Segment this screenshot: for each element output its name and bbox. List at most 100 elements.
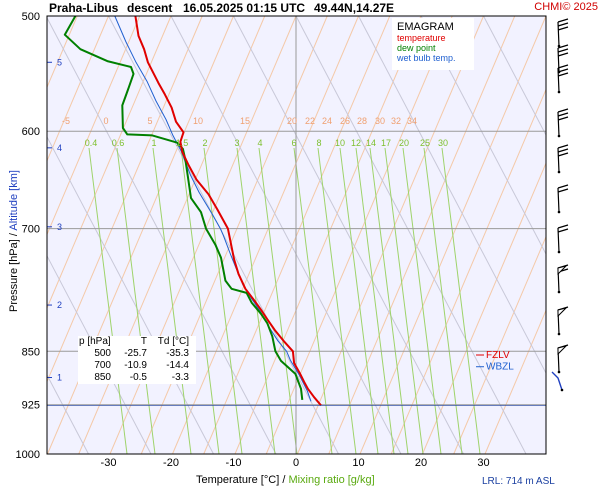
isotherm-line <box>203 15 391 455</box>
table-cell-td: -35.3 <box>166 348 189 359</box>
dry-adiabat-line <box>483 15 547 136</box>
temperature-line <box>134 15 322 407</box>
header-station: Praha-Libus <box>49 1 119 15</box>
header-datetime: 16.05.2025 01:15 UTC <box>183 1 306 15</box>
wind-barb-icon <box>557 184 569 214</box>
mixing-ratio-label: 14 <box>366 138 376 148</box>
dry-adiabat-line <box>46 17 277 455</box>
isotherm-line <box>46 15 203 382</box>
x-tick-label: 10 <box>352 457 364 469</box>
mixing-ratio-label: 3 <box>234 138 239 148</box>
isotherm-line <box>172 15 359 455</box>
mixing-ratio-label: 1.5 <box>176 138 189 148</box>
y-tick-label: 500 <box>22 11 40 23</box>
dry-adiabat-line <box>358 15 547 374</box>
mixing-ratio-line <box>293 147 333 455</box>
mixing-ratio-line <box>441 147 481 455</box>
mixing-ratio-line <box>116 147 156 455</box>
isotherm-label: 15 <box>240 116 250 126</box>
legend-item-wet-bulb: wet bulb temp. <box>397 53 456 63</box>
isotherm-label: 22 <box>305 116 315 126</box>
y-tick-label: 1000 <box>16 449 40 461</box>
altitude-tick-label: 4 <box>57 143 62 153</box>
isotherm-line <box>453 236 547 455</box>
y-tick-label: 600 <box>22 126 40 138</box>
isotherm-label: 30 <box>375 116 385 126</box>
mixing-ratio-label: 8 <box>316 138 321 148</box>
table-header-td: Td [°C] <box>157 336 189 347</box>
isotherm-line <box>46 15 78 88</box>
mixing-ratio-label: 0.6 <box>112 138 125 148</box>
isotherm-label: 32 <box>391 116 401 126</box>
table-row: 700 -10.9 -14.4 <box>78 360 196 372</box>
y-label-separator: / <box>8 233 20 237</box>
wind-barb-icon <box>557 224 569 254</box>
isotherm-line <box>46 15 172 309</box>
mixing-ratio-line <box>180 147 220 455</box>
altitude-tick-label: 1 <box>57 373 62 383</box>
altitude-tick-label: 2 <box>57 300 62 310</box>
x-tick-label: 20 <box>415 457 427 469</box>
isotherm-label: 34 <box>407 116 417 126</box>
table-row: 850 -0.5 -3.3 <box>78 372 196 384</box>
legend-title: EMAGRAM <box>397 21 454 33</box>
summary-table: p [hPa] T Td [°C] 500 -25.7 -35.3 700 -1… <box>78 336 196 384</box>
table-header-p: p [hPa] <box>79 336 111 347</box>
table-row: 500 -25.7 -35.3 <box>78 348 196 360</box>
mixing-ratio-label: 17 <box>381 138 391 148</box>
isotherm-line <box>46 15 141 235</box>
legend: EMAGRAM temperature dew point wet bulb t… <box>392 18 474 70</box>
level-label: FZLV <box>486 350 510 361</box>
mixing-ratio-label: 25 <box>420 138 430 148</box>
table-cell-td: -14.4 <box>166 360 189 371</box>
dry-adiabat-line <box>46 136 214 455</box>
mixing-ratio-label: 6 <box>291 138 296 148</box>
header-mode: descent <box>127 1 173 15</box>
table-header-t: T <box>140 336 147 347</box>
mixing-ratio-label: 30 <box>438 138 448 148</box>
wind-barb-icon <box>557 64 569 94</box>
table-cell-t: -0.5 <box>129 372 147 383</box>
mixing-ratio-line <box>258 147 298 455</box>
isotherm-label: 26 <box>340 116 350 126</box>
header-coords: 49.44N,14.27E <box>314 1 395 15</box>
wind-barb-icon <box>557 18 569 48</box>
dry-adiabat-line <box>295 15 527 455</box>
wetbulb-line <box>114 15 312 402</box>
isotherm-label: 5 <box>147 116 152 126</box>
mixing-ratio-line <box>88 147 128 455</box>
isotherm-label: -5 <box>62 116 70 126</box>
table-cell-t: -25.7 <box>124 348 147 359</box>
header-credit: CHMI© 2025 <box>534 1 598 13</box>
x-tick-label: 0 <box>293 457 299 469</box>
table-cell-p: 850 <box>94 372 111 383</box>
table-cell-td: -3.3 <box>171 372 189 383</box>
isotherm-label: 20 <box>287 116 297 126</box>
mixing-ratio-line <box>355 147 395 455</box>
level-label: WBZL <box>486 362 514 373</box>
y-tick-label: 925 <box>22 400 40 412</box>
isotherm-label: 0 <box>103 116 108 126</box>
isotherm-line <box>297 15 484 455</box>
lrl-label: LRL: 714 m ASL <box>482 476 555 487</box>
wind-barb-icon <box>557 108 569 138</box>
mixing-ratio-line <box>152 147 192 455</box>
dewpoint-line <box>63 15 304 401</box>
dry-adiabat-line <box>46 374 89 455</box>
mixing-ratio-line <box>423 147 463 455</box>
mixing-ratio-label: 12 <box>351 138 361 148</box>
wind-barb-icon <box>557 264 569 294</box>
x-tick-label: -10 <box>226 457 242 469</box>
mixing-ratio-label: 20 <box>399 138 409 148</box>
mixing-ratio-line <box>317 147 357 455</box>
isotherm-line <box>390 89 547 455</box>
table-cell-t: -10.9 <box>124 360 147 371</box>
altitude-tick-label: 5 <box>57 57 62 67</box>
mixing-ratio-label: 2 <box>202 138 207 148</box>
summary-table-header: p [hPa] T Td [°C] <box>78 336 196 348</box>
y-label-pressure: Pressure [hPa] <box>8 239 20 312</box>
plot-frame <box>46 15 547 455</box>
x-tick-label: -20 <box>163 457 179 469</box>
x-label-mixing-ratio: Mixing ratio [g/kg] <box>288 474 375 486</box>
